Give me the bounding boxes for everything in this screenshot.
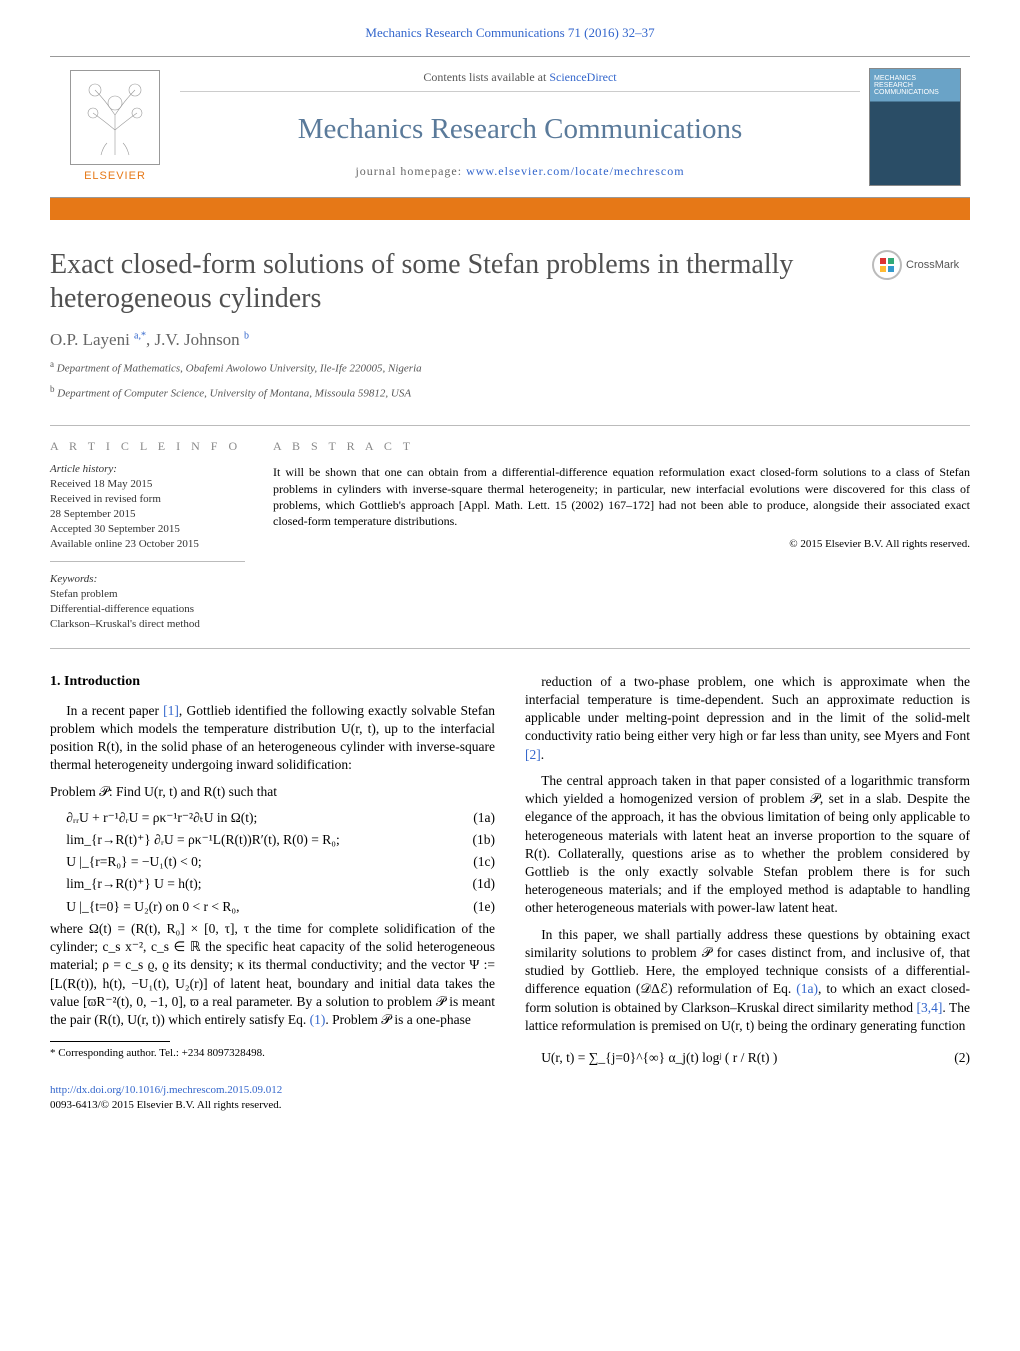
keyword: Stefan problem <box>50 587 245 602</box>
history-line: Available online 23 October 2015 <box>50 537 245 552</box>
citation-link[interactable]: [2] <box>525 747 541 762</box>
citation-link[interactable]: [3,4] <box>917 1000 943 1015</box>
paragraph: reduction of a two-phase problem, one wh… <box>525 673 970 764</box>
equation: lim_{r→R(t)⁺} U = h(t); (1d) <box>66 875 495 893</box>
equation-number: (2) <box>954 1049 970 1067</box>
crossmark-icon <box>872 250 902 280</box>
cover-title-text: MECHANICS RESEARCH COMMUNICATIONS <box>874 75 956 97</box>
corresponding-author-note: * Corresponding author. Tel.: +234 80973… <box>50 1046 495 1061</box>
article-info-heading: A R T I C L E I N F O <box>50 438 245 454</box>
keyword: Clarkson–Kruskal's direct method <box>50 617 245 632</box>
affiliation: b Department of Computer Science, Univer… <box>50 383 970 402</box>
homepage-prefix: journal homepage: <box>355 164 466 178</box>
sciencedirect-link[interactable]: ScienceDirect <box>549 70 616 84</box>
affiliation: a Department of Mathematics, Obafemi Awo… <box>50 358 970 377</box>
equation-lhs: lim_{r→R(t)⁺} U = h(t); <box>66 875 201 893</box>
authors: O.P. Layeni a,*, J.V. Johnson b <box>50 329 970 352</box>
history-line: Accepted 30 September 2015 <box>50 522 245 537</box>
contents-prefix: Contents lists available at <box>423 70 549 84</box>
citation-link[interactable]: [1] <box>163 703 179 718</box>
equation-lhs: ∂ᵣᵣU + r⁻¹∂ᵣU = ρκ⁻¹r⁻²∂ₜU in Ω(t); <box>66 809 257 827</box>
paragraph: The central approach taken in that paper… <box>525 772 970 918</box>
footnote-rule <box>50 1041 170 1042</box>
history-line: Received in revised form <box>50 492 245 507</box>
issn-copyright: 0093-6413/© 2015 Elsevier B.V. All right… <box>50 1099 282 1111</box>
equation-number: (1b) <box>473 831 496 849</box>
paragraph: In this paper, we shall partially addres… <box>525 926 970 1035</box>
publisher-name: ELSEVIER <box>84 169 146 184</box>
section-heading: 1. Introduction <box>50 673 495 692</box>
crossmark-badge[interactable]: CrossMark <box>872 250 970 280</box>
crossmark-label: CrossMark <box>906 258 959 273</box>
equation-ref-link[interactable]: (1) <box>310 1012 326 1027</box>
problem-statement: Problem 𝒫: Find U(r, t) and R(t) such th… <box>50 783 495 801</box>
equation-number: (1e) <box>473 898 495 916</box>
journal-title: Mechanics Research Communications <box>180 110 860 149</box>
paragraph: where Ω(t) = (R(t), R₀] × [0, τ], τ the … <box>50 920 495 1029</box>
abstract-heading: A B S T R A C T <box>273 438 970 454</box>
top-citation: Mechanics Research Communications 71 (20… <box>0 0 1020 56</box>
orange-divider-bar <box>50 198 970 220</box>
equation-lhs: U |_{t=0} = U₂(r) on 0 < r < R₀, <box>66 898 239 916</box>
equation-number: (1c) <box>473 853 495 871</box>
equation: lim_{r→R(t)⁺} ∂ᵣU = ρκ⁻¹L(R(t))R′(t), R(… <box>66 831 495 849</box>
equation: ∂ᵣᵣU + r⁻¹∂ᵣU = ρκ⁻¹r⁻²∂ₜU in Ω(t); (1a) <box>66 809 495 827</box>
contents-line: Contents lists available at ScienceDirec… <box>180 69 860 92</box>
article-title: Exact closed-form solutions of some Stef… <box>50 248 850 315</box>
homepage-link[interactable]: www.elsevier.com/locate/mechrescom <box>466 164 684 178</box>
equation-lhs: U(r, t) = ∑_{j=0}^{∞} α_j(t) logʲ ( r / … <box>541 1049 777 1067</box>
paragraph: In a recent paper [1], Gottlieb identifi… <box>50 702 495 775</box>
equation-lhs: lim_{r→R(t)⁺} ∂ᵣU = ρκ⁻¹L(R(t))R′(t), R(… <box>66 831 340 849</box>
equation-number: (1a) <box>473 809 495 827</box>
journal-header: ELSEVIER Contents lists available at Sci… <box>50 56 970 199</box>
header-middle: Contents lists available at ScienceDirec… <box>180 57 860 198</box>
cover-thumbnail: MECHANICS RESEARCH COMMUNICATIONS <box>860 57 970 198</box>
equation: U(r, t) = ∑_{j=0}^{∞} α_j(t) logʲ ( r / … <box>541 1049 970 1067</box>
history-line: 28 September 2015 <box>50 507 245 522</box>
equation-lhs: U |_{r=R₀} = −U₁(t) < 0; <box>66 853 201 871</box>
page-footer: http://dx.doi.org/10.1016/j.mechrescom.2… <box>50 1083 970 1113</box>
homepage-line: journal homepage: www.elsevier.com/locat… <box>180 163 860 179</box>
keywords-label: Keywords: <box>50 572 245 587</box>
doi-link[interactable]: http://dx.doi.org/10.1016/j.mechrescom.2… <box>50 1084 282 1096</box>
history-label: Article history: <box>50 462 245 477</box>
equation: U |_{r=R₀} = −U₁(t) < 0; (1c) <box>66 853 495 871</box>
publisher-logo: ELSEVIER <box>50 57 180 198</box>
history-line: Received 18 May 2015 <box>50 477 245 492</box>
equation-ref-link[interactable]: (1a) <box>796 981 818 996</box>
copyright-line: © 2015 Elsevier B.V. All rights reserved… <box>273 537 970 552</box>
journal-cover-icon: MECHANICS RESEARCH COMMUNICATIONS <box>869 68 961 186</box>
abstract-block: A B S T R A C T It will be shown that on… <box>273 438 970 632</box>
body-content: 1. Introduction In a recent paper [1], G… <box>50 673 970 1075</box>
elsevier-tree-icon <box>70 70 160 165</box>
equation-number: (1d) <box>473 875 496 893</box>
keyword: Differential-difference equations <box>50 602 245 617</box>
abstract-text: It will be shown that one can obtain fro… <box>273 464 970 529</box>
article-info-block: A R T I C L E I N F O Article history: R… <box>50 438 245 632</box>
equation: U |_{t=0} = U₂(r) on 0 < r < R₀, (1e) <box>66 898 495 916</box>
